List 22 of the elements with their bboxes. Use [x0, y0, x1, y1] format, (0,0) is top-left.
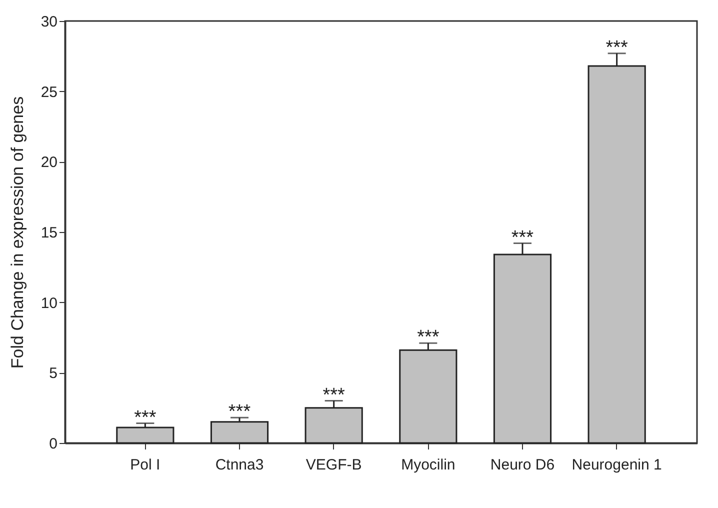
- bar: [210, 421, 269, 444]
- x-tick-label: Neuro D6: [490, 456, 555, 474]
- y-tick-label: 5: [49, 365, 58, 382]
- annotation: ***: [606, 37, 629, 58]
- y-tick-label: 30: [40, 14, 58, 30]
- annotation: ***: [511, 227, 534, 248]
- annotation: ***: [134, 407, 157, 428]
- y-tick-label: 15: [40, 224, 58, 242]
- x-tick-label: Myocilin: [401, 456, 456, 474]
- y-tick-label: 10: [40, 294, 58, 312]
- x-tick-label: Pol I: [130, 456, 160, 474]
- x-tick-label: VEGF-B: [306, 456, 362, 474]
- x-tick-label: Neurogenin 1: [572, 456, 662, 474]
- y-axis-title: Fold Change in expression of genes: [8, 96, 27, 369]
- annotation: ***: [322, 384, 346, 406]
- x-tick-label: Ctnna3: [215, 456, 264, 474]
- bar: [116, 426, 174, 444]
- y-tick-label: 0: [49, 436, 58, 452]
- y-tick-label: 25: [40, 84, 58, 101]
- y-tick-label: 20: [40, 154, 58, 172]
- annotation: ***: [417, 327, 440, 348]
- annotation: ***: [228, 402, 252, 423]
